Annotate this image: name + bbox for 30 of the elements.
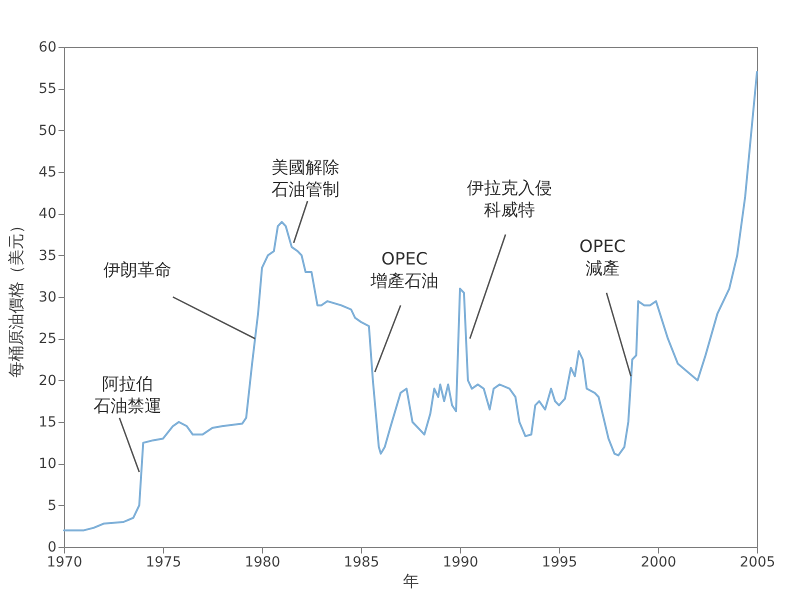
x-tick-label: 1985 [344, 554, 380, 570]
y-tick-label: 25 [38, 331, 56, 348]
annotation: 美國解除石油管制 [272, 158, 340, 200]
y-tick-label: 40 [38, 206, 56, 222]
annotation: OPEC減產 [579, 237, 626, 279]
line-series [63, 71, 758, 532]
y-tick-label: 5 [48, 498, 56, 514]
x-tick-label: 2005 [740, 554, 776, 570]
x-axis-title: 年 [403, 572, 419, 590]
x-tick-label: 2000 [640, 554, 676, 570]
y-tick-label: 20 [38, 372, 56, 389]
x-tick-label: 1995 [542, 554, 578, 570]
y-tick-label: 0 [48, 540, 56, 556]
x-tick-label: 1990 [442, 554, 478, 570]
y-tick-label: 10 [38, 456, 56, 472]
x-tick-label: 1970 [46, 554, 82, 570]
annotation: OPEC增產石油 [370, 250, 439, 292]
y-tick-label: 60 [38, 40, 56, 56]
y-tick-label: 55 [38, 81, 56, 98]
y-tick-label: 15 [38, 414, 56, 430]
y-axis-title: 每桶原油價格（美元） [6, 218, 26, 378]
x-tick-label: 1980 [244, 554, 280, 570]
y-tick-label: 35 [38, 248, 56, 264]
y-tick-label: 45 [38, 164, 56, 180]
annotation: 伊朗革命 [103, 260, 172, 280]
x-tick-label: 1975 [146, 554, 182, 570]
annotation: 伊拉克入侵科威特 [467, 178, 552, 221]
annotation: 阿拉伯石油禁運 [93, 374, 162, 416]
y-tick-label: 30 [38, 290, 56, 306]
y-tick-label: 50 [38, 122, 56, 139]
